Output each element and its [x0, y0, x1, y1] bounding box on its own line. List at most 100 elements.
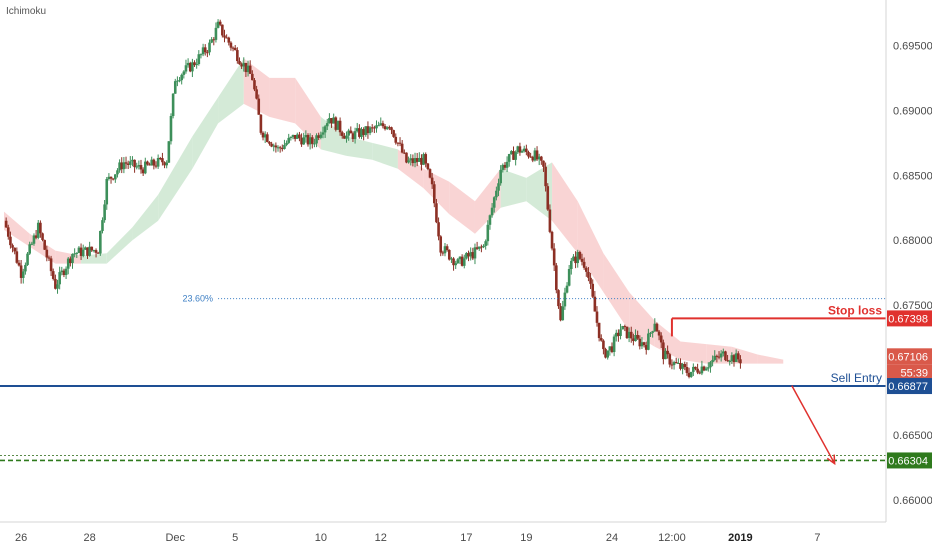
candle-body [428, 169, 432, 178]
candle-body [84, 247, 87, 250]
candle-body [212, 39, 216, 41]
candle-body [666, 350, 669, 355]
candle-body [426, 163, 430, 170]
candle-body [623, 326, 627, 328]
candle-body [146, 161, 149, 165]
candle-body [242, 62, 246, 67]
candle-body [266, 134, 269, 142]
candle-body [278, 147, 282, 149]
candle-body [107, 176, 111, 179]
candle-body [726, 360, 729, 362]
candle-body [43, 240, 46, 250]
candle-body [728, 361, 732, 363]
candle-body [158, 157, 162, 159]
candle-body [150, 159, 154, 166]
candle-body [432, 184, 436, 204]
candle-body [90, 246, 94, 251]
candle-body [507, 154, 511, 162]
candle-body [171, 93, 175, 116]
x-tick-label: 17 [460, 532, 472, 544]
candle-body [392, 130, 395, 137]
candle-body [124, 162, 128, 164]
candle-body [126, 163, 130, 165]
candle-body [443, 246, 447, 254]
cloud-segment [757, 354, 784, 364]
candle-body [244, 62, 248, 73]
stop-loss-label: Stop loss [828, 303, 882, 317]
candle-body [582, 261, 586, 268]
candle-body [535, 150, 539, 160]
candle-body [197, 54, 201, 65]
candle-body [398, 142, 402, 144]
candle-body [71, 253, 74, 264]
candle-body [730, 355, 734, 362]
candle-body [199, 54, 203, 56]
candle-body [430, 177, 434, 185]
candle-body [360, 129, 363, 137]
candle-body [559, 306, 562, 321]
candle-body [135, 166, 139, 168]
candle-body [677, 362, 680, 364]
candle-body [56, 284, 59, 289]
candle-body [529, 156, 532, 158]
candle-body [488, 215, 492, 225]
x-tick-label: 10 [315, 532, 327, 544]
candle-body [557, 290, 560, 307]
candle-body [552, 248, 556, 266]
candle-body [13, 247, 17, 252]
projection-arrow-line [791, 385, 836, 464]
indicator-label[interactable]: Ichimoku [6, 6, 46, 17]
candle-body [370, 127, 374, 129]
candle-body [306, 134, 310, 145]
candle-body [627, 331, 631, 339]
current-price-tag: 0.67106 [888, 351, 928, 363]
candle-body [413, 158, 417, 164]
candle-body [154, 165, 158, 167]
candle-body [188, 62, 192, 72]
candle-body [379, 123, 383, 126]
x-tick-label: 19 [520, 532, 532, 544]
candle-body [223, 35, 226, 38]
candle-body [492, 197, 496, 208]
candle-body [722, 351, 725, 354]
candle-body [291, 134, 295, 137]
candle-body [719, 353, 723, 358]
candle-body [4, 220, 8, 228]
cloud-segment [654, 320, 681, 360]
candle-body [454, 263, 458, 266]
candle-body [576, 252, 580, 264]
candle-body [456, 259, 460, 264]
candle-body [473, 247, 477, 259]
cloud-segment [106, 227, 133, 264]
candle-body [94, 250, 98, 253]
candle-body [26, 253, 29, 265]
candle-body [233, 47, 237, 51]
candle-body [486, 224, 490, 242]
candle-body [655, 323, 659, 332]
candle-body [424, 154, 428, 164]
y-tick-label: 0.66000 [893, 495, 932, 507]
candle-body [195, 64, 198, 66]
candle-body [39, 222, 42, 234]
candle-body [587, 271, 590, 278]
x-tick-label: 2019 [728, 532, 752, 544]
candle-body [208, 42, 211, 53]
candle-body [268, 141, 271, 144]
candle-body [229, 42, 233, 48]
candle-body [651, 331, 654, 333]
candle-body [45, 249, 49, 258]
cloud-segment [423, 168, 450, 215]
candle-body [69, 258, 72, 264]
candle-body [118, 162, 121, 171]
candle-body [167, 141, 171, 163]
candle-body [715, 355, 719, 357]
price-levels: 23.60% Sell Entry Stop loss [0, 294, 886, 466]
candle-body [589, 277, 592, 284]
candle-body [347, 130, 350, 136]
candle-body [77, 247, 81, 253]
candle-body [501, 164, 505, 170]
candle-body [334, 117, 338, 130]
candle-body [139, 165, 143, 170]
candle-body [101, 220, 104, 231]
